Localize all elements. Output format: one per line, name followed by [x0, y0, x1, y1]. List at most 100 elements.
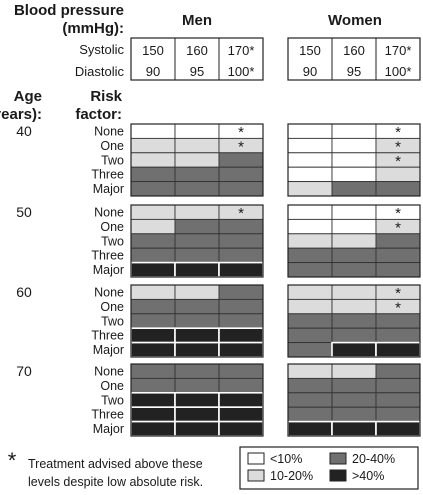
men-risk-cell	[174, 152, 220, 168]
men-risk-cell	[130, 284, 176, 300]
men-risk-cell	[130, 313, 176, 329]
women-risk-cell	[331, 262, 377, 278]
men-panel-border	[130, 204, 264, 278]
women-panel-border	[287, 284, 421, 358]
men-risk-cell	[174, 420, 220, 437]
men-risk-cell	[218, 298, 264, 315]
legend-box	[239, 446, 419, 490]
women-risk-cell	[331, 181, 377, 197]
women-risk-cell	[375, 313, 421, 329]
legend-swatch	[329, 469, 347, 482]
women-risk-cell	[331, 341, 377, 358]
legend-label: >40%	[352, 469, 384, 483]
men-risk-cell	[130, 341, 176, 358]
women-risk-cell	[375, 406, 421, 423]
risk-factor-label: Two	[101, 234, 124, 248]
women-panel-border	[287, 363, 421, 437]
risk-factor-label: Three	[91, 408, 124, 422]
women-risk-cell	[331, 247, 377, 264]
men-risk-cell	[218, 363, 264, 379]
men-risk-cell	[218, 233, 264, 249]
women-treatment-star: *	[395, 285, 401, 302]
women-risk-cell	[375, 377, 421, 394]
men-panel-border	[130, 363, 264, 437]
men-risk-cell	[130, 298, 176, 315]
risk-factor-label: One	[100, 379, 124, 393]
men-risk-cell	[130, 406, 176, 423]
women-risk-cell	[287, 363, 333, 379]
men-diastolic-value: 100*	[228, 64, 255, 79]
men-risk-cell	[174, 233, 220, 249]
women-risk-cell	[375, 363, 421, 379]
men-risk-cell	[174, 313, 220, 329]
men-risk-cell	[218, 377, 264, 394]
men-treatment-star: *	[238, 124, 244, 141]
women-risk-cell	[331, 152, 377, 168]
footnote-line-2: levels despite low absolute risk.	[28, 475, 203, 489]
men-risk-cell	[130, 391, 176, 408]
legend-label: 10-20%	[270, 469, 313, 483]
age-title: Age	[14, 88, 42, 105]
legend-swatch	[329, 452, 347, 465]
men-risk-cell	[218, 152, 264, 168]
risk-factor-label: Three	[91, 249, 124, 263]
women-treatment-star: *	[395, 219, 401, 236]
women-risk-cell	[287, 137, 333, 154]
women-treatment-star: *	[395, 124, 401, 141]
women-risk-cell	[287, 327, 333, 344]
women-treatment-star: *	[395, 205, 401, 222]
women-risk-cell	[331, 123, 377, 139]
risk-factor-label: One	[100, 139, 124, 153]
women-risk-cell	[375, 247, 421, 264]
women-treatment-star: *	[395, 138, 401, 155]
men-risk-cell	[174, 247, 220, 264]
men-risk-cell	[174, 137, 220, 154]
age-label: 40	[16, 123, 32, 139]
women-risk-cell	[375, 392, 421, 408]
legend-label: <10%	[270, 452, 302, 466]
women-risk-cell	[331, 406, 377, 423]
women-risk-cell	[331, 298, 377, 315]
women-treatment-star: *	[395, 299, 401, 316]
men-risk-cell	[218, 406, 264, 423]
women-risk-cell	[331, 392, 377, 408]
men-systolic-value: 160	[186, 43, 208, 58]
diastolic-label: Diastolic	[75, 64, 125, 79]
women-risk-cell	[375, 233, 421, 249]
women-risk-cell	[287, 284, 333, 300]
men-risk-cell	[130, 247, 176, 264]
women-risk-cell	[331, 363, 377, 379]
women-risk-cell	[287, 181, 333, 197]
women-risk-cell	[287, 152, 333, 168]
men-risk-cell	[130, 181, 176, 197]
men-risk-cell	[130, 123, 176, 139]
women-systolic-value: 170*	[385, 43, 412, 58]
risk-factor-label: Major	[93, 182, 124, 196]
women-risk-cell	[331, 233, 377, 249]
men-title: Men	[182, 12, 212, 29]
men-panel-border	[130, 123, 264, 197]
men-risk-cell	[130, 166, 176, 183]
men-risk-cell	[174, 327, 220, 344]
women-risk-cell	[375, 262, 421, 278]
risk-factor-label: None	[94, 206, 124, 220]
men-risk-cell	[174, 341, 220, 358]
men-risk-cell	[174, 218, 220, 235]
men-risk-cell	[130, 218, 176, 235]
women-risk-cell	[331, 313, 377, 329]
risk-factor-label: Major	[93, 263, 124, 277]
men-risk-cell	[174, 284, 220, 300]
men-risk-cell	[130, 363, 176, 379]
women-risk-cell	[287, 342, 333, 358]
women-risk-cell	[331, 284, 377, 300]
women-risk-cell	[331, 166, 377, 183]
risk-unit: factor:	[75, 106, 122, 123]
men-systolic-value: 150	[142, 43, 164, 58]
men-risk-cell	[174, 391, 220, 408]
men-risk-cell	[218, 261, 264, 278]
men-risk-cell	[130, 327, 176, 344]
bp-title: Blood pressure	[14, 2, 124, 19]
men-risk-cell	[174, 204, 220, 220]
women-risk-cell	[331, 377, 377, 394]
legend-swatch	[247, 452, 265, 465]
